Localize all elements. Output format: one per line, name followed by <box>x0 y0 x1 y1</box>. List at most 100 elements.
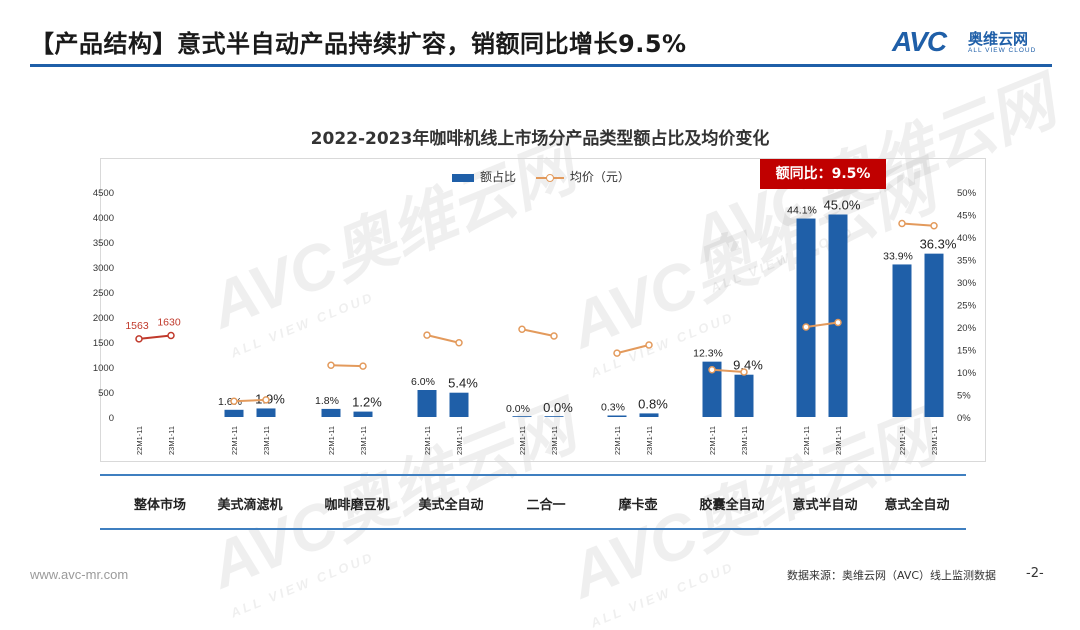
footer-url: www.avc-mr.com <box>30 567 129 582</box>
price-data-label: 1630 <box>157 317 181 329</box>
bar <box>796 218 816 417</box>
period-tick-label: 23M1-11 <box>834 426 843 455</box>
bar-data-label: 1.9% <box>255 391 285 406</box>
y-left-tick-label: 1500 <box>93 338 114 349</box>
price-point <box>455 339 463 347</box>
page-title: 【产品结构】意式半自动产品持续扩容，销额同比增长9.5% <box>30 30 687 58</box>
logo-en-name: ALL VIEW CLOUD <box>968 47 1037 54</box>
logo-mark: AVC <box>892 26 947 57</box>
category-label: 摩卡壶 <box>618 498 658 513</box>
period-tick-label: 22M1-11 <box>327 426 336 455</box>
price-line-segment <box>330 364 364 368</box>
y-right-tick-label: 40% <box>957 233 977 244</box>
yoy-callout: 额同比：9.5% <box>760 159 886 189</box>
bar-data-label: 9.4% <box>733 358 763 373</box>
y-left-tick-label: 4500 <box>93 188 114 199</box>
bar-data-label: 0.0% <box>543 400 573 415</box>
y-right-tick-label: 50% <box>957 188 977 199</box>
price-line-segment <box>616 344 650 355</box>
bar-data-label: 0.3% <box>601 402 625 414</box>
bar <box>256 408 276 417</box>
avc-logo: AVC 奥维云网 ALL VIEW CLOUD <box>892 26 1052 57</box>
bar-data-label: 45.0% <box>824 198 861 213</box>
bar <box>607 415 627 417</box>
period-tick-label: 23M1-11 <box>740 426 749 455</box>
bar <box>512 416 532 417</box>
price-point <box>135 335 143 343</box>
logo-cn-name: 奥维云网 <box>968 30 1029 48</box>
header-divider <box>30 64 1052 67</box>
category-label: 美式全自动 <box>418 498 484 513</box>
y-right-tick-label: 25% <box>957 301 977 312</box>
bar <box>544 416 564 417</box>
bar-data-label: 12.3% <box>693 348 723 360</box>
category-label: 整体市场 <box>133 498 186 513</box>
price-point <box>262 396 270 404</box>
period-tick-label: 23M1-11 <box>645 426 654 455</box>
bar <box>702 361 722 417</box>
category-label: 美式滴滤机 <box>217 498 283 513</box>
y-left-tick-label: 2500 <box>93 288 114 299</box>
y-left-tick-label: 4000 <box>93 213 114 224</box>
period-tick-label: 23M1-11 <box>455 426 464 455</box>
y-right-tick-label: 20% <box>957 323 977 334</box>
category-label: 意式全自动 <box>884 498 950 513</box>
bar-data-label: 1.8% <box>315 395 339 407</box>
category-top-rule <box>100 474 966 476</box>
y-right-tick-label: 35% <box>957 256 977 267</box>
y-right-tick-label: 0% <box>957 413 971 424</box>
chart-frame <box>100 158 986 462</box>
price-point <box>423 331 431 339</box>
y-right-tick-label: 5% <box>957 391 971 402</box>
legend-bar-swatch <box>452 173 474 182</box>
price-point <box>613 349 621 357</box>
y-left-tick-label: 3000 <box>93 263 114 274</box>
period-tick-label: 22M1-11 <box>423 426 432 455</box>
price-point <box>930 222 938 230</box>
period-tick-label: 23M1-11 <box>930 426 939 455</box>
footer-source: 数据来源：奥维云网（AVC）线上监测数据 <box>787 569 997 582</box>
period-tick-label: 22M1-11 <box>708 426 717 455</box>
bar-data-label: 6.0% <box>411 376 435 388</box>
price-line-segment <box>426 334 460 344</box>
price-point <box>518 325 526 333</box>
bar <box>892 264 912 417</box>
price-line-segment <box>711 368 745 373</box>
bar <box>924 253 944 417</box>
category-bottom-rule <box>100 528 966 530</box>
period-tick-label: 22M1-11 <box>518 426 527 455</box>
y-right-tick-label: 45% <box>957 211 977 222</box>
bar-data-label: 44.1% <box>787 205 817 217</box>
chart-legend: 额占比 均价（元） <box>452 168 630 185</box>
bar <box>734 374 754 417</box>
y-right-tick-label: 10% <box>957 368 977 379</box>
price-point <box>898 219 906 228</box>
y-left-tick-label: 2000 <box>93 313 114 324</box>
period-tick-label: 22M1-11 <box>135 426 144 455</box>
period-tick-label: 22M1-11 <box>898 426 907 455</box>
bar-data-label: 36.3% <box>920 237 957 252</box>
period-tick-label: 23M1-11 <box>262 426 271 455</box>
bar-data-label: 5.4% <box>448 376 478 391</box>
bar-data-label: 33.9% <box>883 250 913 262</box>
legend-label-share: 额占比 <box>480 170 517 184</box>
price-point <box>230 397 238 405</box>
price-data-label: 1563 <box>125 320 149 332</box>
bar <box>353 411 373 417</box>
category-label: 咖啡磨豆机 <box>324 498 390 513</box>
bar-data-label: 1.2% <box>352 395 382 410</box>
category-label: 意式半自动 <box>792 498 858 513</box>
page-number: -2- <box>1026 566 1044 581</box>
price-line-segment <box>805 321 839 328</box>
period-tick-label: 23M1-11 <box>550 426 559 455</box>
chart-title: 2022-2023年咖啡机线上市场分产品类型额占比及均价变化 <box>310 129 770 149</box>
price-point <box>327 361 335 369</box>
price-line-segment <box>138 334 172 340</box>
bar-data-label: 0.0% <box>506 403 530 415</box>
period-tick-label: 23M1-11 <box>167 426 176 455</box>
bar <box>417 390 437 417</box>
bar <box>321 408 341 417</box>
category-label: 胶囊全自动 <box>699 498 765 513</box>
period-tick-label: 22M1-11 <box>802 426 811 455</box>
price-point <box>359 362 367 370</box>
